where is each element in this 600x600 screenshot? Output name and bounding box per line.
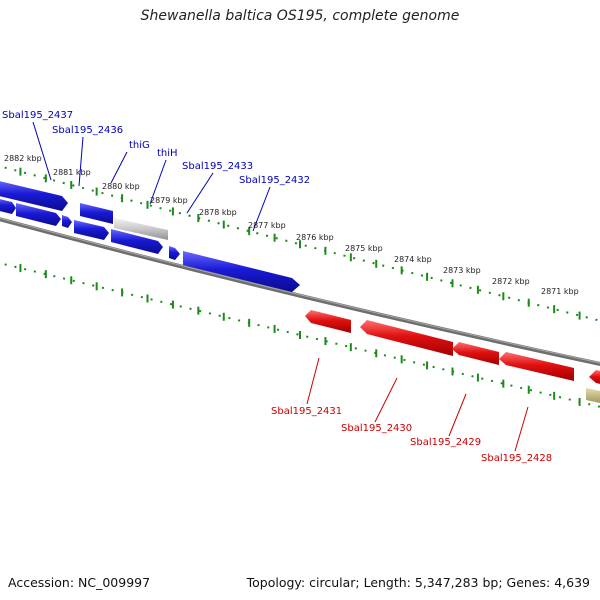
leader-line [448,393,467,437]
forward-gene-label[interactable]: thiG [129,140,150,151]
tick-marks-inner [19,264,581,406]
tick-label: 2874 kbp [394,255,432,264]
tick-marks-outer [19,167,581,320]
grey-feature[interactable] [114,218,168,240]
forward-gene[interactable] [0,198,16,214]
forward-gene[interactable] [62,215,72,228]
forward-gene[interactable] [16,203,61,226]
tick-label: 2873 kbp [443,266,481,275]
forward-gene[interactable] [74,220,109,240]
leader-line [374,377,398,423]
reverse-gene[interactable] [305,310,351,333]
forward-gene-label[interactable]: Sbal195_2433 [182,161,253,172]
forward-gene-label[interactable]: Sbal195_2436 [52,125,123,136]
leader-line [32,121,52,181]
tick-label: 2878 kbp [199,208,237,217]
forward-gene[interactable] [169,246,180,260]
leader-line [514,406,529,452]
tick-label: 2876 kbp [296,233,334,242]
reverse-genes [305,310,600,404]
tick-label: 2871 kbp [541,287,579,296]
leader-line [306,357,320,405]
tick-label: 2882 kbp [4,154,42,163]
leader-line [186,172,214,214]
leader-line [78,136,84,187]
forward-gene-label[interactable]: thiH [157,148,178,159]
tick-label: 2875 kbp [345,244,383,253]
reverse-gene[interactable] [499,352,574,381]
leader-line [149,159,167,205]
tick-track-outer [0,165,600,322]
forward-gene[interactable] [80,203,113,224]
reverse-gene[interactable] [360,320,453,356]
reverse-gene[interactable] [589,370,600,385]
forward-gene[interactable] [183,251,300,292]
reverse-gene-label[interactable]: Sbal195_2430 [341,423,412,434]
forward-gene[interactable] [0,180,68,211]
leader-line [252,186,271,232]
reverse-gene-label[interactable]: Sbal195_2429 [410,437,481,448]
tick-label: 2872 kbp [492,277,530,286]
rna-feature[interactable] [586,388,600,404]
accession-text: Accession: NC_009997 [8,575,151,590]
forward-gene-label[interactable]: Sbal195_2432 [239,175,310,186]
reverse-gene-label[interactable]: Sbal195_2428 [481,453,552,464]
tick-label: 2880 kbp [102,182,140,191]
tick-label: 2881 kbp [53,168,91,177]
forward-gene[interactable] [111,229,163,254]
tick-label: 2877 kbp [248,221,286,230]
leader-line [110,151,128,184]
map-title: Shewanella baltica OS195, complete genom… [140,8,460,24]
genome-summary-text: Topology: circular; Length: 5,347,283 bp… [246,575,590,590]
reverse-gene[interactable] [452,342,499,365]
reverse-gene-label[interactable]: Sbal195_2431 [271,406,342,417]
forward-genes [0,180,300,292]
tick-label: 2879 kbp [150,196,188,205]
genome-backbone [0,217,600,366]
forward-gene-label[interactable]: Sbal195_2437 [2,110,73,121]
